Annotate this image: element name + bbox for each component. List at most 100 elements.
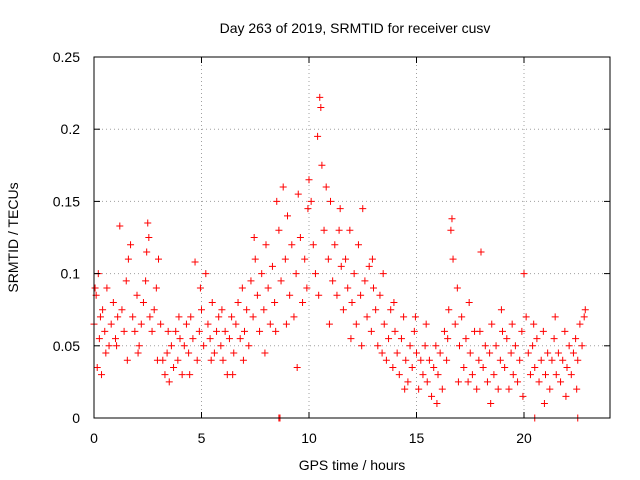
data-point [507,349,515,357]
data-point [529,342,537,350]
data-point [581,306,589,314]
data-point [315,291,323,299]
data-point [261,349,269,357]
data-point [453,284,461,292]
data-point [131,327,139,335]
data-point [488,320,496,328]
data-point [234,298,242,306]
data-point [200,342,208,350]
x-tick-label: 20 [516,430,532,446]
data-point [410,327,418,335]
data-point [279,183,287,191]
data-point [430,363,438,371]
data-point [516,356,524,364]
data-point [438,385,446,393]
data-point [524,349,532,357]
data-point [551,313,559,321]
data-point [440,327,448,335]
data-point [191,258,199,266]
data-point [172,327,180,335]
data-point [436,349,444,357]
data-point [335,226,343,234]
data-point [292,270,300,278]
data-point [465,298,473,306]
data-point [229,371,237,379]
data-point [186,371,194,379]
data-point [152,284,160,292]
x-axis-label: GPS time / hours [299,457,406,473]
data-point [462,335,470,343]
data-point [358,342,366,350]
data-point [544,349,552,357]
data-point [574,356,582,364]
data-point [320,226,328,234]
data-point [417,356,425,364]
data-point [395,371,403,379]
data-point [99,306,107,314]
y-tick-label: 0.05 [53,338,80,354]
data-point [496,356,504,364]
data-point [277,277,285,285]
data-point [497,306,505,314]
data-point [535,378,543,386]
data-point [146,313,154,321]
data-point [370,284,377,292]
data-point [468,371,476,379]
data-point [557,378,565,386]
data-point [563,363,571,371]
data-point [433,400,441,408]
data-point [296,234,304,241]
data-point [178,371,186,379]
data-point [196,284,204,292]
data-point [344,284,352,292]
data-point [112,335,119,343]
data-point [268,262,276,270]
data-point [133,291,141,299]
data-point [434,371,442,379]
data-point [215,313,223,321]
data-point [354,241,362,249]
data-point [327,197,334,205]
data-point [114,313,122,321]
data-point [107,320,115,328]
data-point [520,270,528,278]
data-point [238,284,246,292]
data-point [466,349,474,357]
data-point [546,385,554,393]
data-point [389,363,397,371]
data-point [198,306,205,314]
data-point [271,298,279,306]
data-point [372,306,380,314]
data-point [559,356,567,364]
data-point [134,349,142,357]
data-point [511,342,519,350]
data-point [397,335,405,343]
data-point [256,327,264,335]
data-point [526,371,534,379]
data-point [145,234,153,241]
data-point [249,313,257,321]
data-point [337,262,345,270]
data-point [273,197,281,205]
data-point [195,327,203,335]
data-point [490,371,498,379]
data-point [445,306,453,314]
data-point [204,320,212,328]
data-point [135,342,143,350]
data-point [325,320,333,328]
data-point [479,363,487,371]
data-point [503,335,511,343]
data-point [382,356,390,364]
data-point [232,320,240,328]
data-point [385,335,393,343]
data-point [475,356,483,364]
data-point [518,327,526,335]
data-point [175,313,183,321]
data-point [494,385,502,393]
chart-title: Day 263 of 2019, SRMTID for receiver cus… [220,20,491,36]
data-point [239,356,247,364]
data-point [161,371,169,379]
data-point [481,342,489,350]
data-point [561,327,569,335]
data-point [213,327,221,335]
